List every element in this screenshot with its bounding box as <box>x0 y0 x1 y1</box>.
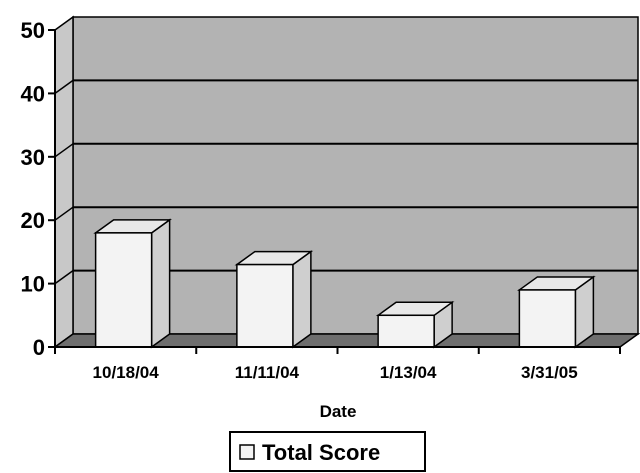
y-tick-label: 40 <box>21 81 45 106</box>
legend-swatch <box>239 444 255 460</box>
y-tick-label: 10 <box>21 272 45 297</box>
bar-front <box>518 289 577 348</box>
x-tick-label: 3/31/05 <box>521 363 578 382</box>
y-tick-label: 50 <box>21 18 45 43</box>
bar-side <box>150 218 171 349</box>
y-axis: 0 10 20 30 40 50 <box>21 18 56 360</box>
gridline-side <box>54 79 74 95</box>
side-wall <box>54 15 74 349</box>
x-tick-label: 10/18/04 <box>93 363 160 382</box>
x-tick-label: 11/11/04 <box>235 363 300 382</box>
y-tick-label: 0 <box>33 335 45 360</box>
bar-front <box>377 314 435 348</box>
x-axis-title: Date <box>320 402 357 421</box>
bar <box>234 250 314 349</box>
bar <box>375 300 455 349</box>
bar <box>93 218 172 349</box>
gridline-side <box>54 206 74 221</box>
gridline-side <box>54 269 74 285</box>
gridlines <box>54 79 638 285</box>
legend-box <box>229 431 426 472</box>
x-tick-label: 1/13/04 <box>380 363 437 382</box>
y-tick-label: 30 <box>21 145 45 170</box>
bar <box>517 275 596 349</box>
bars <box>93 218 596 349</box>
gridline-side <box>54 143 74 158</box>
bar-side <box>292 250 312 349</box>
legend-label: Total Score <box>262 440 380 465</box>
bar-front <box>236 263 294 348</box>
x-axis: 10/18/04 11/11/04 1/13/04 3/31/05 <box>54 346 621 382</box>
legend: Total Score <box>229 431 426 472</box>
bar-front <box>94 232 153 348</box>
y-tick-label: 20 <box>21 208 45 233</box>
